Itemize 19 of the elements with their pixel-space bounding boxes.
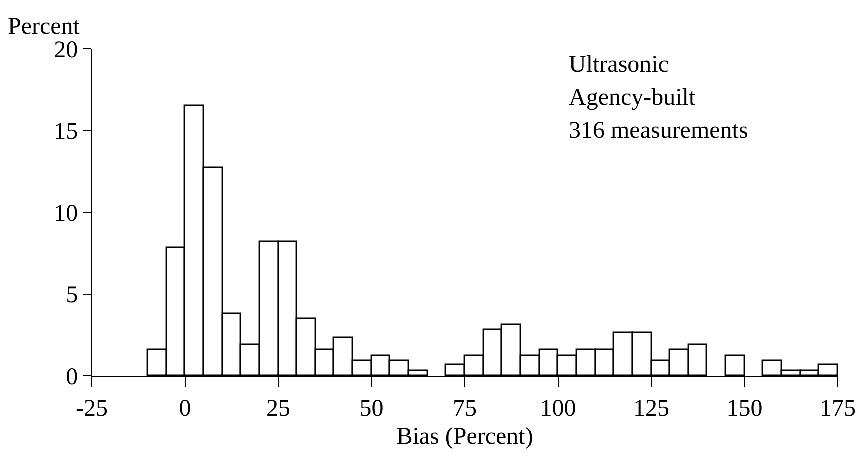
x-tick-label: -25	[76, 396, 108, 422]
x-tick-label: 75	[453, 396, 477, 422]
y-tick-label: 10	[54, 200, 78, 227]
x-tick-label: 50	[360, 396, 384, 422]
y-axis-title: Percent	[8, 14, 80, 40]
x-axis-title: Bias (Percent)	[396, 424, 534, 450]
x-tick-label: 150	[726, 396, 763, 422]
y-tick-label: 5	[66, 282, 78, 309]
x-tick-label: 0	[179, 396, 192, 422]
annotation: 316 measurements	[569, 118, 748, 144]
annotation: Agency-built	[569, 85, 696, 111]
y-tick-label: 20	[54, 37, 78, 64]
annotation: Ultrasonic	[569, 52, 669, 78]
x-tick-label: 25	[266, 396, 290, 422]
x-tick-label: 125	[634, 396, 670, 422]
x-tick-label: 100	[540, 396, 576, 422]
y-tick-label: 0	[66, 364, 78, 390]
x-tick-label: 175	[820, 396, 856, 422]
y-tick-label: 15	[54, 119, 78, 146]
